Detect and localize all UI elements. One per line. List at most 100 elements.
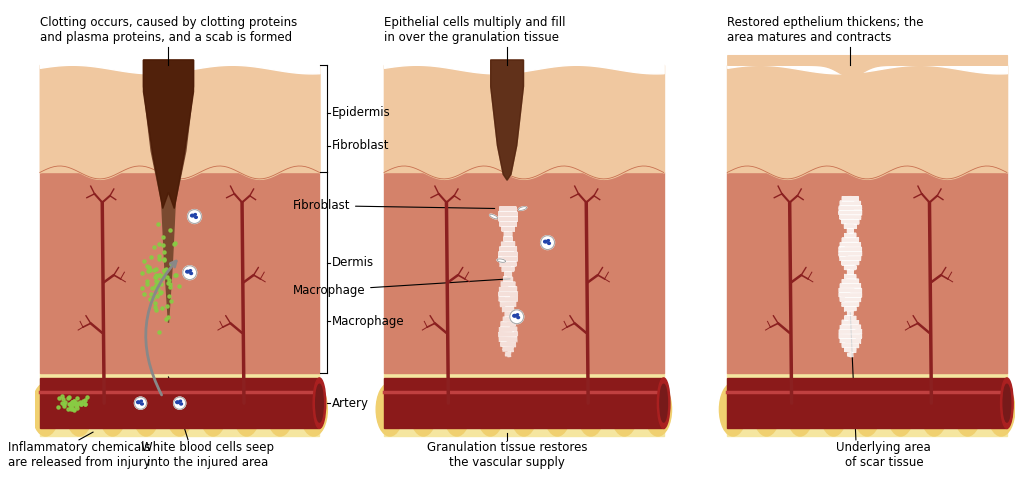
Point: [158, 273, 175, 281]
Ellipse shape: [194, 213, 196, 215]
Point: [75, 396, 91, 404]
Ellipse shape: [316, 384, 323, 422]
Point: [148, 277, 165, 285]
Point: [142, 290, 158, 297]
Text: Artery: Artery: [332, 396, 369, 410]
Bar: [384, 172, 663, 373]
Point: [150, 255, 167, 263]
Ellipse shape: [513, 314, 516, 317]
Point: [155, 256, 172, 264]
Bar: [384, 65, 663, 172]
Point: [152, 280, 169, 288]
Point: [149, 292, 166, 300]
Point: [66, 397, 82, 405]
Point: [50, 403, 66, 411]
Point: [138, 277, 154, 285]
Point: [67, 399, 83, 407]
Point: [54, 392, 70, 399]
Point: [136, 290, 152, 298]
Point: [158, 302, 175, 310]
Point: [148, 305, 165, 313]
Point: [61, 400, 77, 408]
Text: Fibroblast: Fibroblast: [332, 139, 389, 152]
Ellipse shape: [544, 383, 571, 436]
Ellipse shape: [176, 401, 180, 403]
Point: [147, 303, 164, 311]
Ellipse shape: [191, 214, 194, 217]
Point: [146, 243, 163, 251]
Point: [72, 398, 88, 406]
Point: [157, 315, 174, 323]
Ellipse shape: [577, 383, 605, 436]
Ellipse shape: [611, 383, 638, 436]
Ellipse shape: [719, 383, 747, 436]
Ellipse shape: [518, 206, 526, 210]
Point: [76, 400, 92, 408]
Point: [155, 242, 172, 249]
Point: [155, 271, 172, 279]
Point: [55, 395, 71, 403]
Point: [62, 403, 78, 411]
Text: Inflammatory chemicals
are released from injury: Inflammatory chemicals are released from…: [8, 441, 150, 469]
Ellipse shape: [657, 378, 670, 428]
Point: [60, 394, 76, 402]
Point: [60, 405, 76, 413]
Point: [163, 280, 179, 288]
Bar: [384, 378, 663, 428]
Point: [154, 233, 171, 241]
Point: [72, 400, 88, 408]
Ellipse shape: [132, 383, 160, 436]
Point: [149, 278, 166, 286]
Point: [157, 265, 174, 273]
Bar: [727, 172, 1007, 373]
Ellipse shape: [376, 383, 403, 436]
Ellipse shape: [820, 383, 847, 436]
Circle shape: [174, 397, 186, 409]
Polygon shape: [143, 60, 194, 323]
Point: [150, 271, 167, 279]
Ellipse shape: [266, 383, 294, 436]
Point: [156, 255, 173, 263]
Point: [161, 276, 177, 284]
Polygon shape: [143, 60, 194, 208]
Bar: [40, 65, 319, 172]
Point: [154, 274, 171, 282]
Point: [77, 400, 93, 408]
Point: [156, 248, 173, 256]
Point: [69, 404, 85, 412]
Bar: [384, 373, 663, 436]
Ellipse shape: [1003, 384, 1011, 422]
Bar: [40, 172, 319, 373]
Point: [57, 398, 73, 406]
Ellipse shape: [853, 383, 881, 436]
Point: [168, 271, 184, 279]
Ellipse shape: [1001, 378, 1013, 428]
Point: [134, 284, 150, 292]
Ellipse shape: [199, 383, 227, 436]
Point: [162, 226, 178, 234]
Text: Macrophage: Macrophage: [293, 279, 510, 297]
Point: [147, 281, 164, 289]
Point: [65, 397, 81, 405]
Ellipse shape: [516, 314, 518, 315]
Ellipse shape: [548, 240, 550, 242]
Point: [141, 266, 157, 274]
Text: Macrophage: Macrophage: [332, 315, 404, 328]
Ellipse shape: [753, 383, 780, 436]
Point: [154, 273, 171, 281]
Ellipse shape: [233, 383, 260, 436]
Point: [155, 266, 172, 274]
Point: [69, 395, 85, 402]
Point: [63, 399, 79, 407]
Point: [166, 240, 182, 248]
Circle shape: [134, 397, 146, 409]
Point: [163, 297, 179, 305]
Ellipse shape: [517, 316, 519, 319]
Point: [149, 220, 166, 228]
Ellipse shape: [180, 403, 183, 405]
Ellipse shape: [988, 383, 1015, 436]
Point: [65, 400, 81, 408]
Circle shape: [188, 209, 201, 223]
Ellipse shape: [140, 403, 143, 405]
Point: [163, 260, 179, 268]
